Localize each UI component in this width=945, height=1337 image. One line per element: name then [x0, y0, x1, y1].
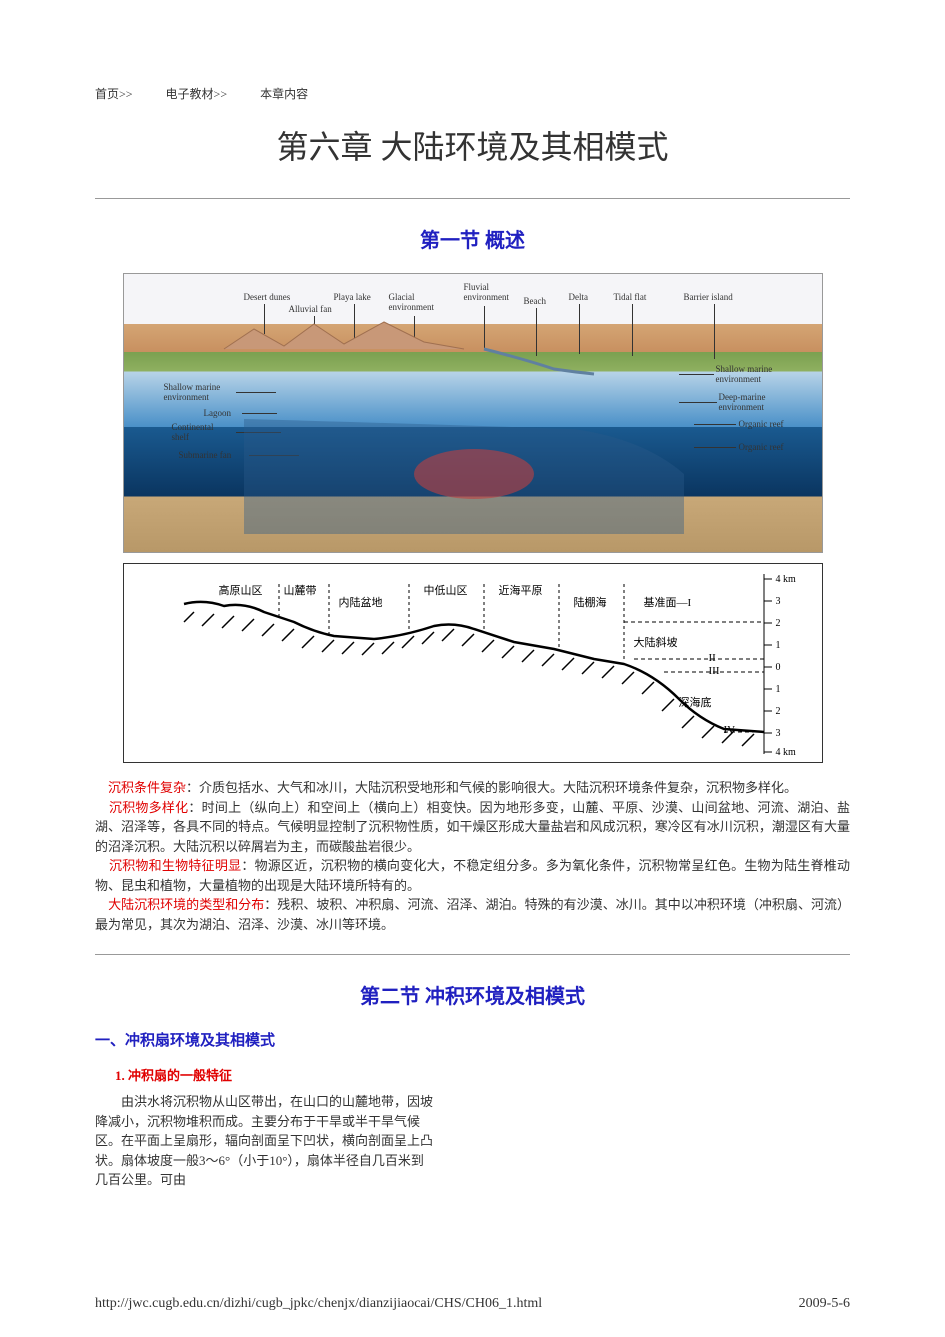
- fig1-label-alluvial-fan: Alluvial fan: [289, 304, 332, 314]
- fig2-y-3bot: 3: [776, 728, 781, 739]
- fig1-label-organic-reef-1: Organic reef: [739, 419, 784, 429]
- fig1-label-deep-marine: Deep-marine environment: [719, 392, 799, 412]
- divider-2: [95, 954, 850, 955]
- fig1-label-lagoon: Lagoon: [204, 408, 232, 418]
- fig2-label-shelf-sea: 陆棚海: [574, 594, 607, 610]
- fig1-label-fluvial: Fluvial environment: [464, 282, 524, 302]
- fig2-label-mid-low-mountain: 中低山区: [424, 582, 468, 598]
- subsection-title: 一、冲积扇环境及其相模式: [95, 1029, 850, 1050]
- section1-title: 第一节 概述: [95, 224, 850, 253]
- fig1-label-glacial: Glacial environment: [389, 292, 449, 312]
- fig2-y-4bot: 4 km: [776, 747, 796, 758]
- fig2-y-0: 0: [776, 662, 781, 673]
- para-diversity: 沉积物多样化：时间上（纵向上）和空间上（横向上）相变快。因为地形多变，山麓、平原…: [95, 798, 850, 857]
- fig1-label-shallow-marine-left: Shallow marine environment: [164, 382, 234, 402]
- breadcrumb: 首页>> 电子教材>> 本章内容: [95, 85, 850, 102]
- footer-date: 2009-5-6: [799, 1296, 850, 1312]
- section1-body: 沉积条件复杂：介质包括水、大气和冰川，大陆沉积受地形和气候的影响很大。大陆沉积环…: [95, 778, 850, 934]
- fig2-label-iii: III: [709, 665, 720, 677]
- fig2-label-highland: 高原山区: [219, 582, 263, 598]
- text-diversity: ：时间上（纵向上）和空间上（横向上）相变快。因为地形多变，山麓、平原、沙漠、山间…: [95, 800, 850, 854]
- footer-url: http://jwc.cugb.edu.cn/dizhi/cugb_jpkc/c…: [95, 1296, 542, 1312]
- figure1-container: Desert dunes Playa lake Alluvial fan Gla…: [95, 273, 850, 763]
- label-features: 沉积物和生物特征明显: [109, 858, 241, 873]
- fig2-label-deep-sea: 深海底: [679, 694, 712, 710]
- para-conditions: 沉积条件复杂：介质包括水、大气和冰川，大陆沉积受地形和气候的影响很大。大陆沉积环…: [95, 778, 850, 798]
- fig1-label-desert-dunes: Desert dunes: [244, 292, 291, 302]
- fig2-label-slope: 大陆斜坡: [634, 634, 678, 650]
- text-conditions: ：介质包括水、大气和冰川，大陆沉积受地形和气候的影响很大。大陆沉积环境条件复杂，…: [186, 780, 797, 795]
- label-diversity: 沉积物多样化: [109, 800, 188, 815]
- item-text: 由洪水将沉积物从山区带出，在山口的山麓地带，因坡降减小，沉积物堆积而成。主要分布…: [95, 1092, 435, 1190]
- fig1-label-submarine-fan: Submarine fan: [179, 450, 232, 460]
- figure1-depositional-environments: Desert dunes Playa lake Alluvial fan Gla…: [123, 273, 823, 553]
- fig2-label-piedmont: 山麓带: [284, 582, 317, 598]
- fig2-label-iv: IV: [724, 724, 736, 736]
- fig1-label-continental-shelf: Continental shelf: [172, 422, 232, 442]
- fig1-label-shallow-marine-right: Shallow marine environment: [716, 364, 796, 384]
- fig2-y-1top: 1: [776, 640, 781, 651]
- breadcrumb-home[interactable]: 首页>>: [95, 87, 133, 101]
- breadcrumb-chapter[interactable]: 本章内容: [260, 87, 308, 101]
- label-types: 大陆沉积环境的类型和分布: [108, 897, 264, 912]
- fig2-label-coastal-plain: 近海平原: [499, 582, 543, 598]
- figure2-profile: 高原山区 山麓带 内陆盆地 中低山区 近海平原 陆棚海 基准面—I 大陆斜坡 I…: [123, 563, 823, 763]
- fig2-y-3top: 3: [776, 596, 781, 607]
- fig1-label-barrier-island: Barrier island: [684, 292, 733, 302]
- divider-1: [95, 198, 850, 199]
- fig2-y-4top: 4 km: [776, 574, 796, 585]
- breadcrumb-textbook[interactable]: 电子教材>>: [166, 87, 228, 101]
- fig1-label-delta: Delta: [569, 292, 589, 302]
- fig2-label-baselevel: 基准面—I: [644, 594, 692, 610]
- fig2-label-ii: II: [709, 652, 716, 664]
- fig1-label-organic-reef-2: Organic reef: [739, 442, 784, 452]
- subsubsection-title: 1. 冲积扇的一般特征: [115, 1065, 850, 1084]
- para-types: 大陆沉积环境的类型和分布：残积、坡积、冲积扇、河流、沼泽、湖泊。特殊的有沙漠、冰…: [95, 895, 850, 934]
- fig2-y-2bot: 2: [776, 706, 781, 717]
- fig2-y-2top: 2: [776, 618, 781, 629]
- fig1-label-playa-lake: Playa lake: [334, 292, 371, 302]
- section2-title: 第二节 冲积环境及相模式: [95, 980, 850, 1009]
- fig1-label-beach: Beach: [524, 296, 547, 306]
- para-features: 沉积物和生物特征明显：物源区近，沉积物的横向变化大，不稳定组分多。多为氧化条件，…: [95, 856, 850, 895]
- fig1-label-tidal-flat: Tidal flat: [614, 292, 647, 302]
- label-conditions: 沉积条件复杂: [108, 780, 186, 795]
- fig2-y-1bot: 1: [776, 684, 781, 695]
- chapter-title: 第六章 大陆环境及其相模式: [95, 122, 850, 168]
- page-footer: http://jwc.cugb.edu.cn/dizhi/cugb_jpkc/c…: [95, 1296, 850, 1312]
- fig2-label-inland-basin: 内陆盆地: [339, 594, 383, 610]
